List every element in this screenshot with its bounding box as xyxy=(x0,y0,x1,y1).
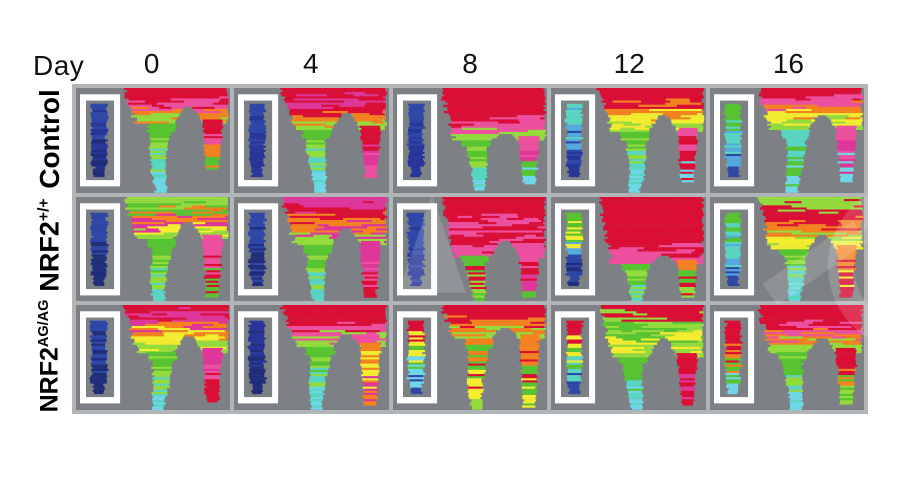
row-label-nrf2-agag: NRF2AG/AG xyxy=(35,299,64,413)
panel-grid xyxy=(72,84,868,414)
day-header-16: 16 xyxy=(772,48,804,79)
doppler-panel-nrf2agag-day8 xyxy=(392,305,548,410)
doppler-panel-control-day16 xyxy=(709,88,864,193)
doppler-panel-nrf2wt-day8 xyxy=(392,196,548,302)
day-header-row: 0 4 8 12 16 xyxy=(72,48,868,80)
doppler-panel-nrf2agag-day0 xyxy=(76,305,231,410)
day-header-8: 8 xyxy=(462,48,478,79)
day-header-12: 12 xyxy=(613,48,645,79)
doppler-panel-nrf2wt-day16 xyxy=(709,196,864,302)
doppler-panel-nrf2wt-day0 xyxy=(76,196,231,302)
day-header-4: 4 xyxy=(303,48,319,79)
doppler-panel-nrf2agag-day16 xyxy=(709,305,864,410)
day-axis-label: Day xyxy=(33,50,85,81)
doppler-panel-control-day12 xyxy=(551,88,706,193)
doppler-panel-control-day8 xyxy=(392,88,548,193)
doppler-panel-nrf2agag-day12 xyxy=(551,305,706,410)
doppler-panel-nrf2wt-day12 xyxy=(551,196,706,302)
doppler-panel-nrf2wt-day4 xyxy=(234,196,389,302)
row-label-nrf2-wt: NRF2+/+ xyxy=(34,198,65,292)
doppler-panel-control-day4 xyxy=(234,88,389,193)
doppler-panel-control-day0 xyxy=(76,88,231,193)
row-label-control: Control xyxy=(34,89,65,189)
day-header-0: 0 xyxy=(143,48,160,79)
doppler-panel-nrf2agag-day4 xyxy=(234,305,389,410)
